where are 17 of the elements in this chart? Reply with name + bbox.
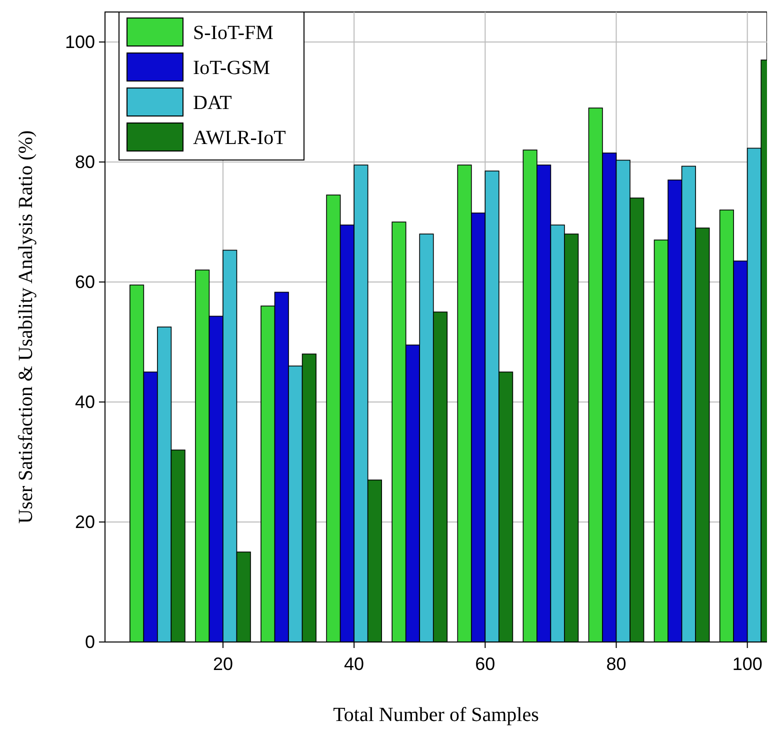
y-axis-title: User Satisfaction & Usability Analysis Ratio (%) bbox=[15, 130, 37, 524]
legend-label: DAT bbox=[193, 92, 232, 114]
y-tick-label: 100 bbox=[64, 32, 95, 52]
y-tick-label: 20 bbox=[74, 512, 95, 532]
y-tick-label: 60 bbox=[74, 272, 95, 292]
x-tick-label: 60 bbox=[475, 654, 496, 674]
legend-label: S-IoT-FM bbox=[193, 22, 274, 44]
x-tick-label: 20 bbox=[212, 654, 233, 674]
x-tick-label: 80 bbox=[606, 654, 626, 674]
y-tick-label: 0 bbox=[84, 632, 95, 652]
x-axis-title: Total Number of Samples bbox=[333, 704, 540, 726]
x-tick-label: 100 bbox=[732, 654, 762, 674]
legend-label: AWLR-IoT bbox=[193, 127, 286, 149]
y-tick-label: 40 bbox=[74, 392, 95, 412]
x-tick-label: 40 bbox=[344, 654, 364, 674]
legend-label: IoT-GSM bbox=[193, 57, 270, 79]
y-tick-label: 80 bbox=[74, 152, 95, 172]
